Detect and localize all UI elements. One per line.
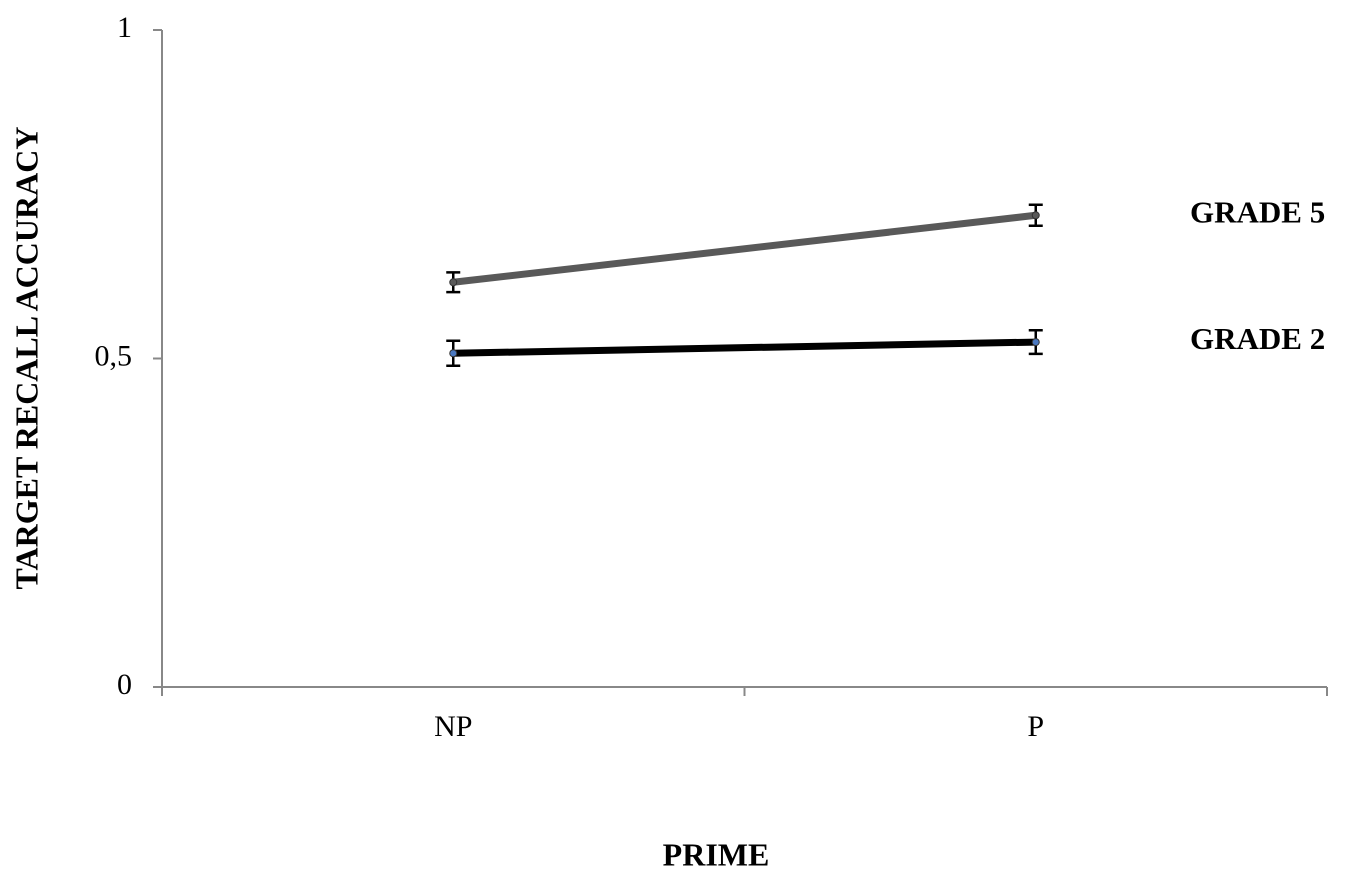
y-tick-label: 0,5 <box>95 339 133 372</box>
y-tick-label: 1 <box>117 11 132 44</box>
point-marker <box>1031 211 1040 220</box>
series-label: GRADE 5 <box>1190 194 1325 229</box>
x-tick-label: P <box>1027 710 1044 743</box>
point-marker <box>449 349 458 358</box>
x-axis-title: PRIME <box>663 836 770 872</box>
series-line <box>453 338 1036 357</box>
series-line <box>452 211 1037 286</box>
y-tick-label: 0 <box>117 668 132 701</box>
x-tick-label: NP <box>434 710 472 743</box>
y-axis-title: TARGET RECALL ACCURACY <box>8 127 44 590</box>
point-marker <box>1031 338 1040 347</box>
point-marker <box>449 278 458 287</box>
series-label: GRADE 2 <box>1190 321 1325 356</box>
